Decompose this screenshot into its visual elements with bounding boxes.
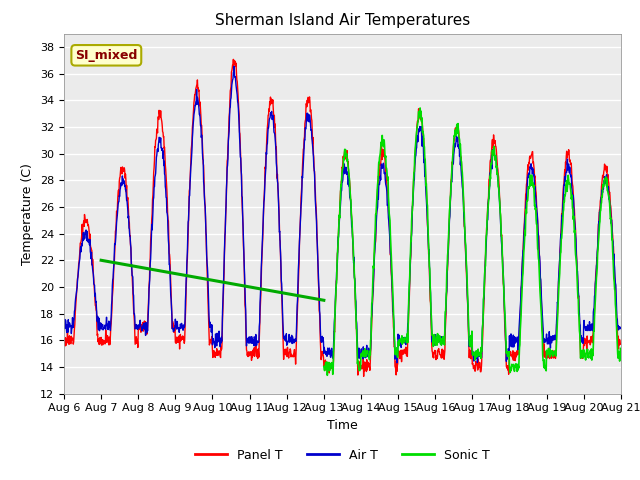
- Legend: Panel T, Air T, Sonic T: Panel T, Air T, Sonic T: [191, 444, 494, 467]
- Panel T: [184, 242, 191, 248]
- Panel T: [502, 349, 510, 355]
- Air T: [230, 63, 238, 69]
- Air T: [246, 337, 254, 343]
- Air T: [429, 342, 437, 348]
- Air T: [393, 360, 401, 366]
- Panel T: [170, 327, 178, 333]
- Sonic T: [518, 283, 526, 289]
- Air T: [60, 325, 68, 331]
- Line: Panel T: Panel T: [64, 60, 620, 376]
- Air T: [184, 233, 191, 239]
- Panel T: [60, 336, 68, 342]
- Panel T: [246, 349, 254, 355]
- Text: SI_mixed: SI_mixed: [75, 49, 138, 62]
- Sonic T: [436, 338, 444, 344]
- Y-axis label: Temperature (C): Temperature (C): [22, 163, 35, 264]
- Line: Sonic T: Sonic T: [324, 108, 620, 375]
- Sonic T: [355, 367, 363, 373]
- Panel T: [551, 349, 559, 355]
- Air T: [502, 338, 510, 344]
- Sonic T: [323, 372, 331, 378]
- Sonic T: [425, 242, 433, 248]
- Sonic T: [410, 177, 417, 182]
- Sonic T: [320, 364, 328, 370]
- Panel T: [360, 373, 367, 379]
- Air T: [551, 334, 559, 339]
- Air T: [170, 328, 178, 334]
- Panel T: [429, 352, 437, 358]
- Title: Sherman Island Air Temperatures: Sherman Island Air Temperatures: [215, 13, 470, 28]
- X-axis label: Time: Time: [327, 419, 358, 432]
- Panel T: [616, 341, 624, 347]
- Sonic T: [616, 346, 624, 351]
- Sonic T: [416, 105, 424, 111]
- Sonic T: [502, 329, 509, 335]
- Panel T: [230, 57, 237, 62]
- Line: Air T: Air T: [64, 66, 620, 363]
- Air T: [616, 325, 624, 331]
